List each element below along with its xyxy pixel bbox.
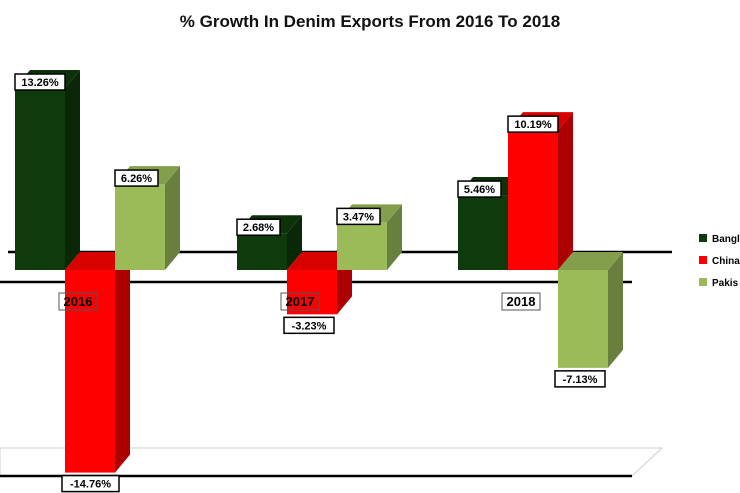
- data-label-text: 10.19%: [514, 119, 552, 131]
- bar-bangladesh-2016: [15, 70, 80, 270]
- bar-front-face: [65, 270, 115, 473]
- bar-front-face: [558, 270, 608, 368]
- data-label-box: [236, 218, 281, 236]
- category-labels: 2016 2017 2018: [58, 292, 541, 311]
- data-label-box: [336, 207, 381, 226]
- category-label-box: [280, 292, 320, 311]
- bar-front-face: [508, 130, 558, 270]
- bar-pakistan-2018: [558, 252, 623, 368]
- bar-front-face: [15, 88, 65, 270]
- legend-swatch: [699, 234, 707, 242]
- data-label-box: [61, 474, 120, 493]
- bar-front-face: [237, 233, 287, 270]
- bar-front-face: [287, 270, 337, 315]
- bar-china-2017: [287, 252, 352, 315]
- data-label-text: 13.26%: [21, 77, 59, 89]
- legend-swatch: [699, 278, 707, 286]
- bar-side-face: [287, 215, 302, 270]
- data-label-text: 5.46%: [464, 184, 495, 196]
- bar-top-face: [558, 252, 623, 270]
- data-label-box: [114, 169, 159, 187]
- data-label-china-2016: -14.76%: [61, 474, 120, 493]
- bar-side-face: [558, 112, 573, 270]
- data-labels: 13.26% 2.68% 5.46% -14.76% -3.23% 10.19% 6.26%…: [14, 73, 606, 493]
- data-label-box: [457, 180, 502, 198]
- bar-side-face: [387, 204, 402, 270]
- legend-label: China: [712, 256, 740, 267]
- data-label-text: 3.47%: [343, 211, 374, 223]
- legend-label: Pakis: [712, 278, 739, 289]
- data-label-text: -7.13%: [563, 374, 598, 386]
- category-label-2016: 2016: [64, 294, 93, 309]
- bar-front-face: [115, 184, 165, 270]
- data-label-pakistan-2018: -7.13%: [554, 370, 606, 388]
- bar-china-2018: [508, 112, 573, 270]
- bar-china-2016: [65, 252, 130, 473]
- category-label-box: [58, 292, 98, 311]
- bar-pakistan-2016: [115, 166, 180, 270]
- category-label-2018: 2018: [507, 294, 536, 309]
- bar-side-face: [608, 252, 623, 368]
- bar-side-face: [65, 70, 80, 270]
- data-label-text: -3.23%: [292, 320, 327, 332]
- data-label-pakistan-2016: 6.26%: [114, 169, 159, 187]
- data-label-text: -14.76%: [70, 479, 111, 491]
- data-label-bangladesh-2017: 2.68%: [236, 218, 281, 236]
- bar-front-face: [337, 222, 387, 270]
- data-label-box: [554, 370, 606, 388]
- chart-title: % Growth In Denim Exports From 2016 To 2…: [180, 12, 560, 31]
- legend: Bangl China Pakis: [699, 234, 740, 289]
- data-label-china-2017: -3.23%: [283, 316, 335, 335]
- legend-item-bangladesh: Bangl: [699, 234, 740, 245]
- legend-swatch: [699, 256, 707, 264]
- data-label-text: 6.26%: [121, 173, 152, 185]
- data-label-china-2018: 10.19%: [507, 115, 559, 133]
- bar-side-face: [115, 252, 130, 473]
- legend-item-china: China: [699, 256, 740, 267]
- data-label-pakistan-2017: 3.47%: [336, 207, 381, 226]
- legend-label: Bangl: [712, 234, 740, 245]
- bar-side-face: [165, 166, 180, 270]
- category-label-2017: 2017: [286, 294, 315, 309]
- bar-top-face: [65, 252, 130, 270]
- data-label-text: 2.68%: [243, 222, 274, 234]
- category-label-box: [501, 292, 541, 311]
- data-label-box: [507, 115, 559, 133]
- data-label-box: [14, 73, 66, 91]
- data-label-box: [283, 316, 335, 335]
- bar-top-face: [287, 252, 352, 270]
- data-label-bangladesh-2016: 13.26%: [14, 73, 66, 91]
- legend-item-pakistan: Pakis: [699, 278, 739, 289]
- bar-front-face: [458, 195, 508, 270]
- data-label-bangladesh-2018: 5.46%: [457, 180, 502, 198]
